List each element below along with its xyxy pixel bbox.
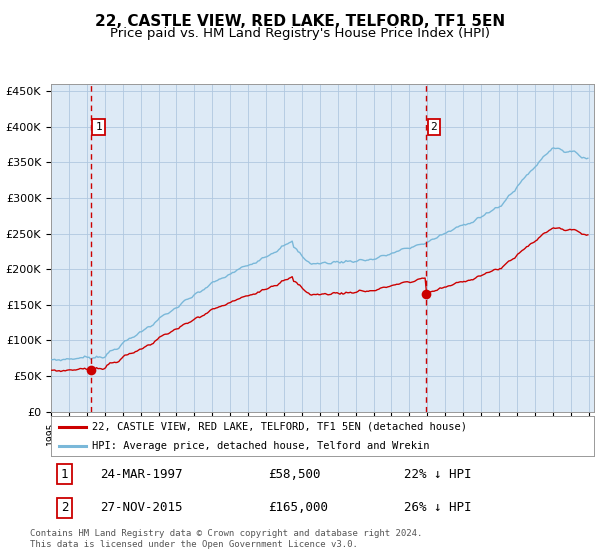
Text: 2: 2 xyxy=(61,501,68,514)
Text: Price paid vs. HM Land Registry's House Price Index (HPI): Price paid vs. HM Land Registry's House … xyxy=(110,27,490,40)
Text: 24-MAR-1997: 24-MAR-1997 xyxy=(100,468,182,480)
Text: £165,000: £165,000 xyxy=(268,501,328,514)
Text: 26% ↓ HPI: 26% ↓ HPI xyxy=(404,501,472,514)
Text: 22, CASTLE VIEW, RED LAKE, TELFORD, TF1 5EN: 22, CASTLE VIEW, RED LAKE, TELFORD, TF1 … xyxy=(95,14,505,29)
Text: 22% ↓ HPI: 22% ↓ HPI xyxy=(404,468,472,480)
Text: Contains HM Land Registry data © Crown copyright and database right 2024.
This d: Contains HM Land Registry data © Crown c… xyxy=(30,529,422,549)
Text: £58,500: £58,500 xyxy=(268,468,321,480)
Text: HPI: Average price, detached house, Telford and Wrekin: HPI: Average price, detached house, Telf… xyxy=(92,441,429,450)
Text: 22, CASTLE VIEW, RED LAKE, TELFORD, TF1 5EN (detached house): 22, CASTLE VIEW, RED LAKE, TELFORD, TF1 … xyxy=(92,422,467,432)
Text: 27-NOV-2015: 27-NOV-2015 xyxy=(100,501,182,514)
Text: 1: 1 xyxy=(95,122,102,132)
Text: 2: 2 xyxy=(430,122,437,132)
Text: 1: 1 xyxy=(61,468,68,480)
